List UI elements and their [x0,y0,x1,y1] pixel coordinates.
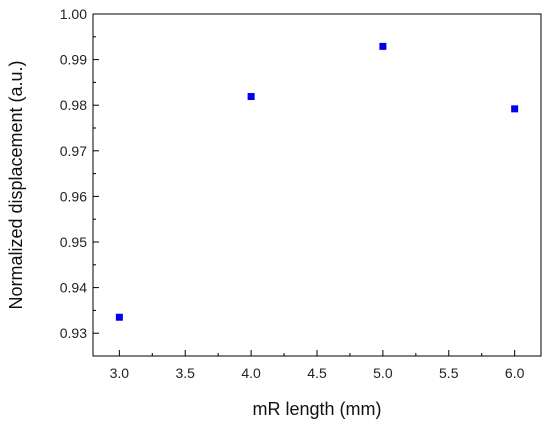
y-tick-label: 0.93 [60,325,87,341]
x-tick-label: 6.0 [505,365,525,381]
y-tick-label: 0.95 [60,234,87,250]
y-tick-label: 1.00 [60,6,87,22]
y-tick-label: 0.96 [60,188,87,204]
y-tick-label: 0.97 [60,143,87,159]
y-axis-ticks: 0.93 0.94 0.95 0.96 0.97 0.98 0.99 1.00 [60,6,99,341]
y-tick-label: 0.99 [60,52,87,68]
x-tick-label: 4.5 [307,365,327,381]
x-tick-label: 4.0 [241,365,261,381]
y-axis-title: Normalized displacement (a.u.) [6,60,26,309]
x-tick-label: 5.0 [373,365,393,381]
data-point [115,313,123,321]
data-points [115,42,519,321]
y-tick-label: 0.94 [60,280,87,296]
x-axis-ticks: 3.0 3.5 4.0 4.5 5.0 5.5 6.0 [110,350,525,381]
plot-area-frame [92,13,542,357]
x-axis-title: mR length (mm) [252,399,381,419]
data-point [247,93,255,101]
data-point [511,105,519,113]
y-tick-label: 0.98 [60,97,87,113]
data-point [379,42,387,50]
x-tick-label: 5.5 [439,365,459,381]
x-tick-label: 3.5 [176,365,196,381]
x-tick-label: 3.0 [110,365,130,381]
